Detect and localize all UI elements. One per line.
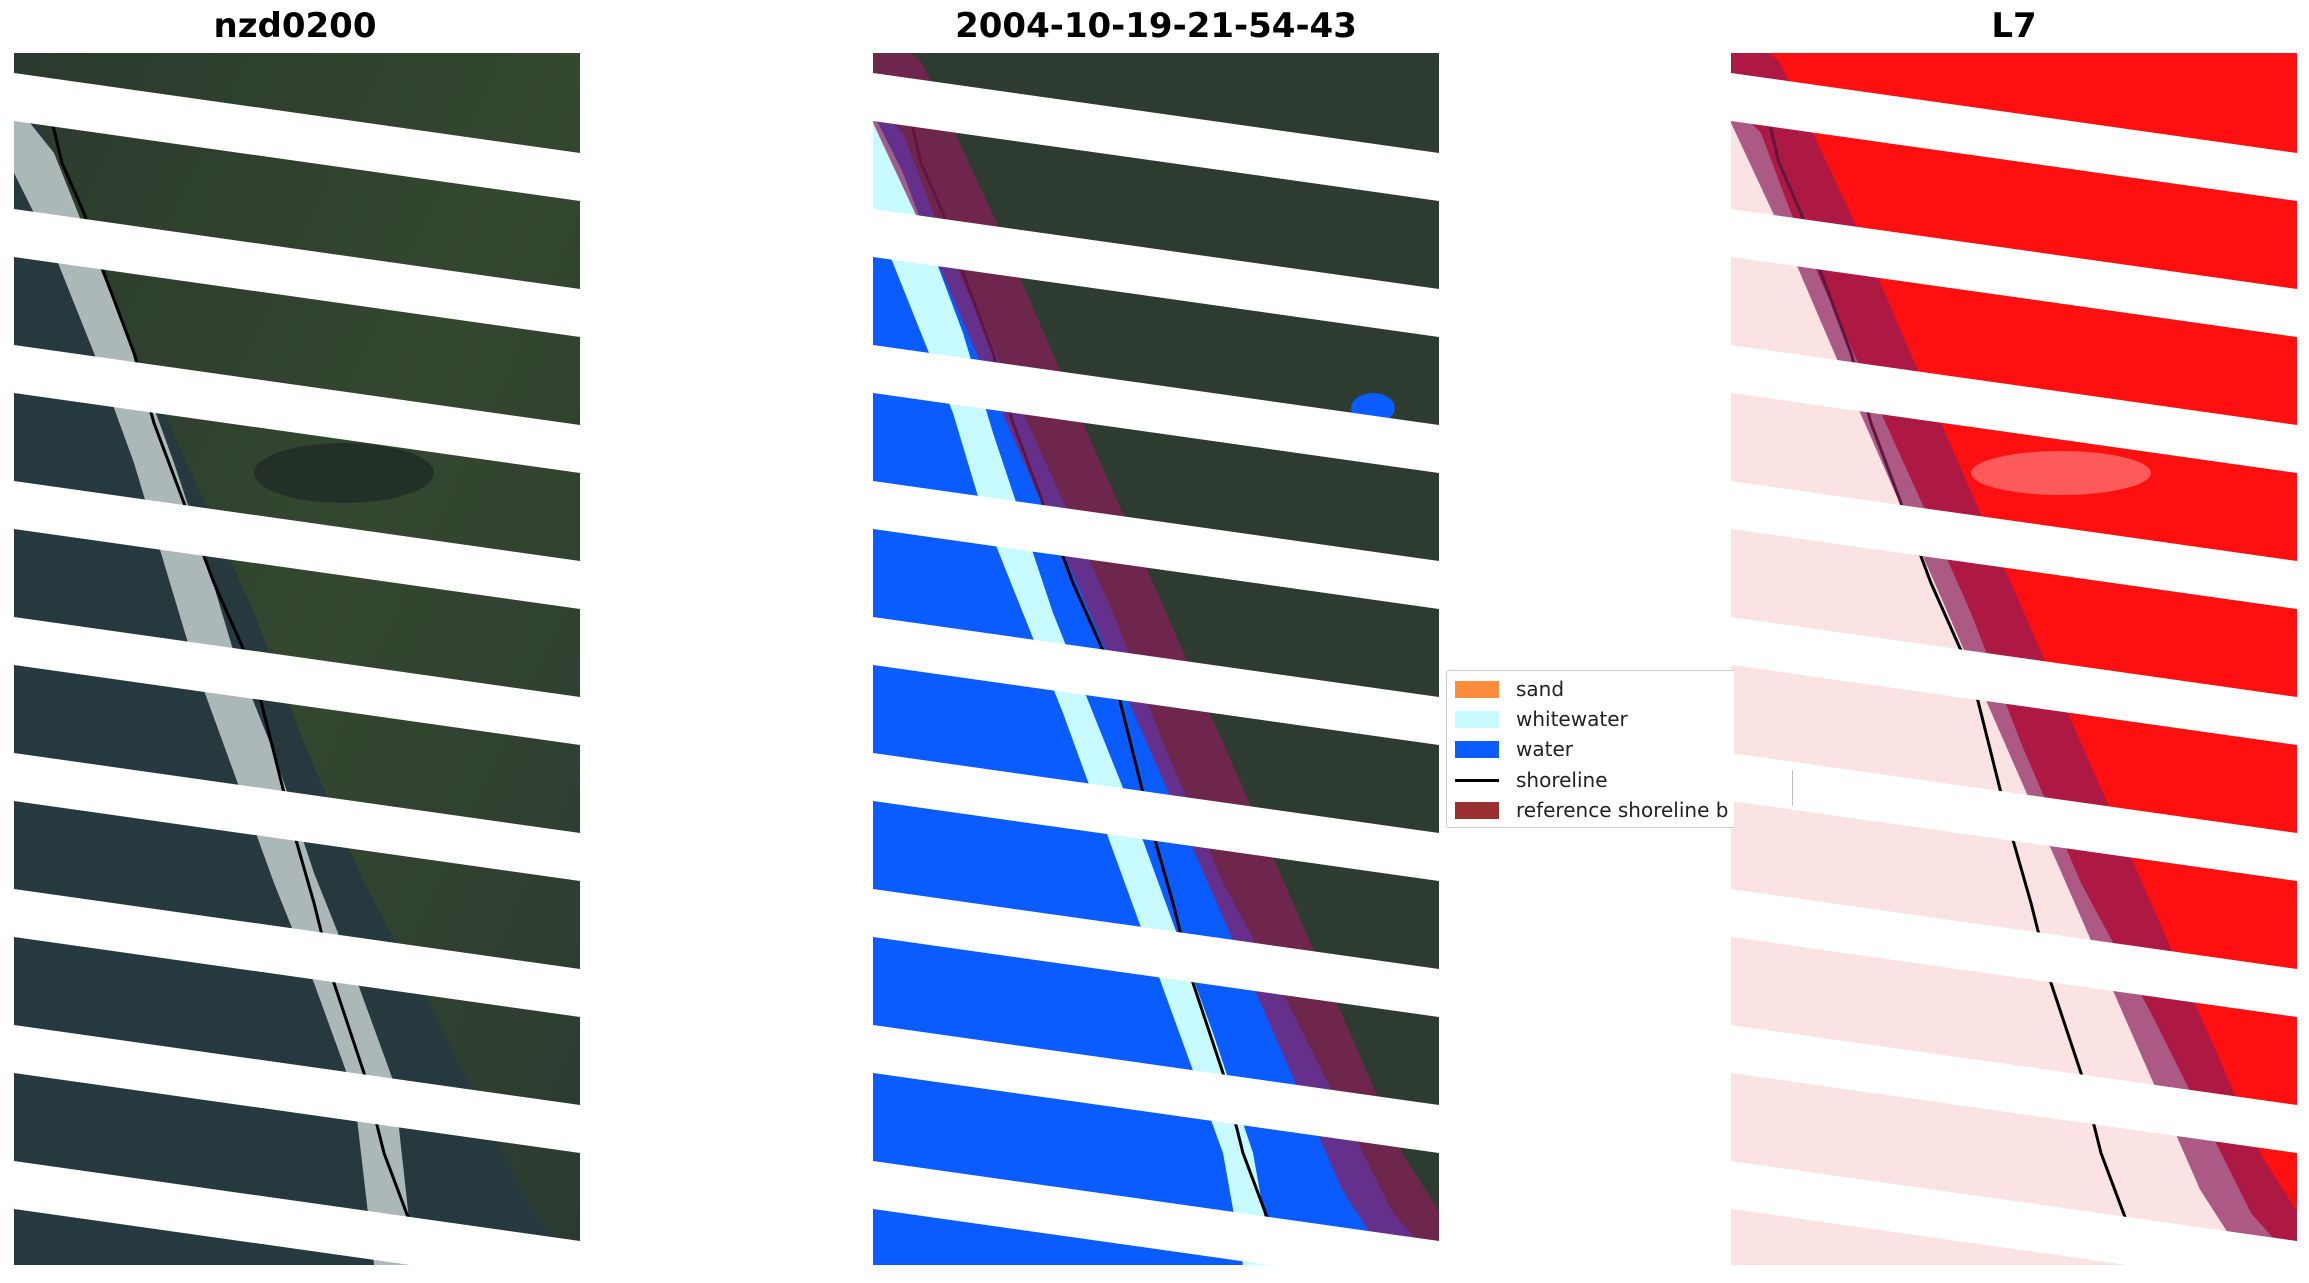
legend-item-whitewater: whitewater: [1455, 706, 1628, 732]
classification-image: [873, 53, 1439, 1265]
lake-probability: [1971, 451, 2151, 495]
panel-title-date: 2004-10-19-21-54-43: [955, 6, 1357, 46]
low-probability-area: [1731, 103, 2297, 1265]
legend: sand whitewater water shoreline referenc…: [1446, 670, 1734, 828]
legend-item-reference-buffer: reference shoreline b: [1455, 797, 1728, 823]
scan-line-gaps: [873, 73, 1439, 1265]
legend-label: whitewater: [1516, 707, 1628, 731]
rgb-image: [14, 53, 580, 1265]
scan-line-gaps: [1731, 73, 2297, 1265]
legend-label: reference shoreline b: [1516, 798, 1729, 822]
ocean-area: [14, 103, 580, 1265]
axis-tick: [1792, 770, 1793, 806]
legend-label: sand: [1516, 677, 1565, 701]
lake: [254, 443, 434, 503]
legend-item-shoreline: shoreline: [1455, 767, 1608, 793]
panel-title-site: nzd0200: [213, 6, 377, 46]
panel-title-satellite: L7: [1991, 6, 2037, 46]
classification-panel: [873, 53, 1439, 1265]
legend-item-water: water: [1455, 736, 1573, 762]
rgb-image-panel: [14, 53, 580, 1265]
water-class: [873, 103, 1439, 1265]
shoreline-swatch: [1455, 778, 1499, 782]
legend-label: water: [1516, 737, 1573, 761]
scan-line-gaps: [14, 73, 580, 1265]
legend-label: shoreline: [1516, 768, 1608, 792]
water-swatch: [1455, 740, 1499, 758]
probability-image: [1731, 53, 2297, 1265]
reference-buffer-swatch: [1455, 801, 1499, 819]
probability-panel: [1731, 53, 2297, 1265]
whitewater-swatch: [1455, 710, 1499, 728]
legend-item-sand: sand: [1455, 676, 1564, 702]
sand-swatch: [1455, 680, 1499, 698]
